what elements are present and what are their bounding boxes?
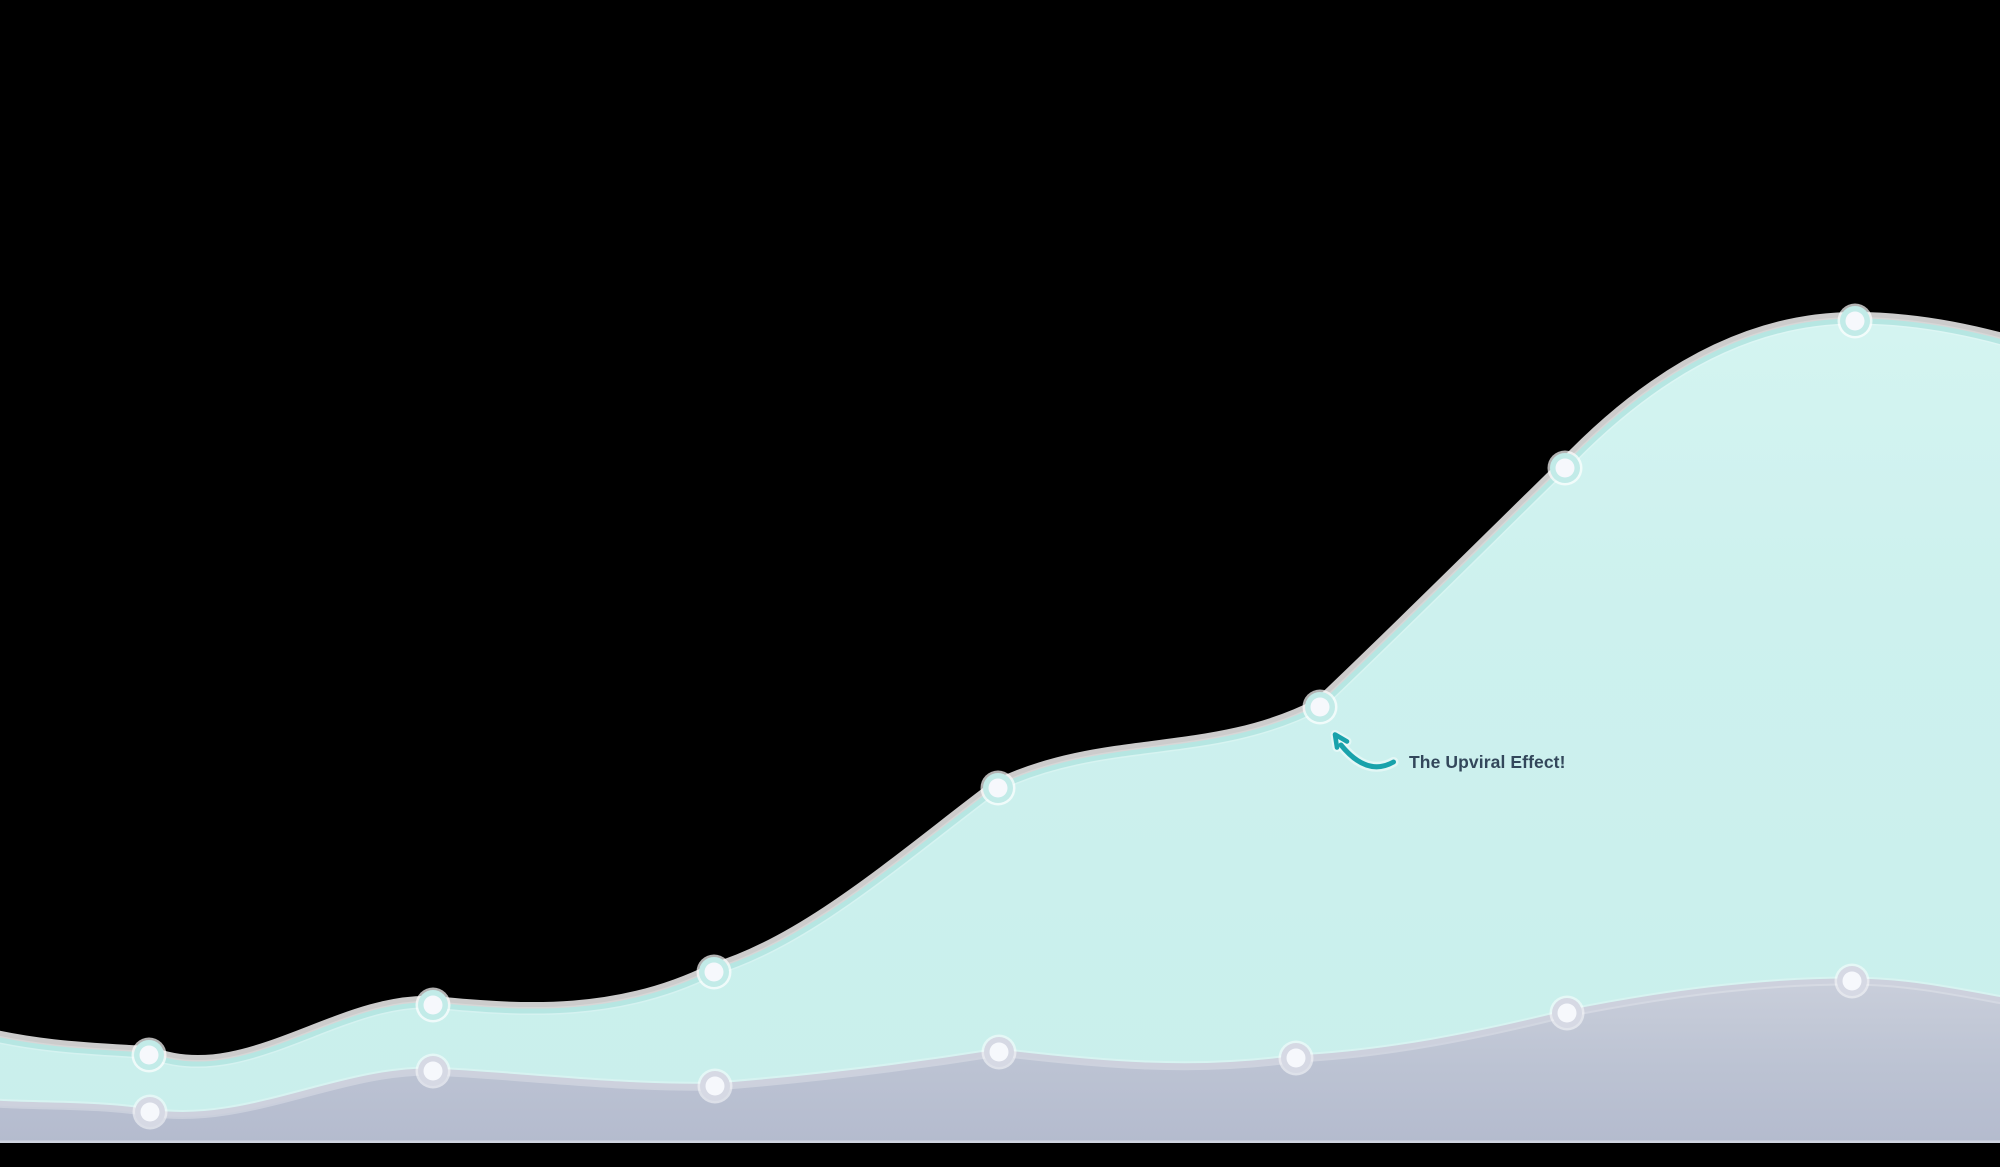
svg-text:The Upviral Effect!: The Upviral Effect! xyxy=(1409,752,1566,772)
